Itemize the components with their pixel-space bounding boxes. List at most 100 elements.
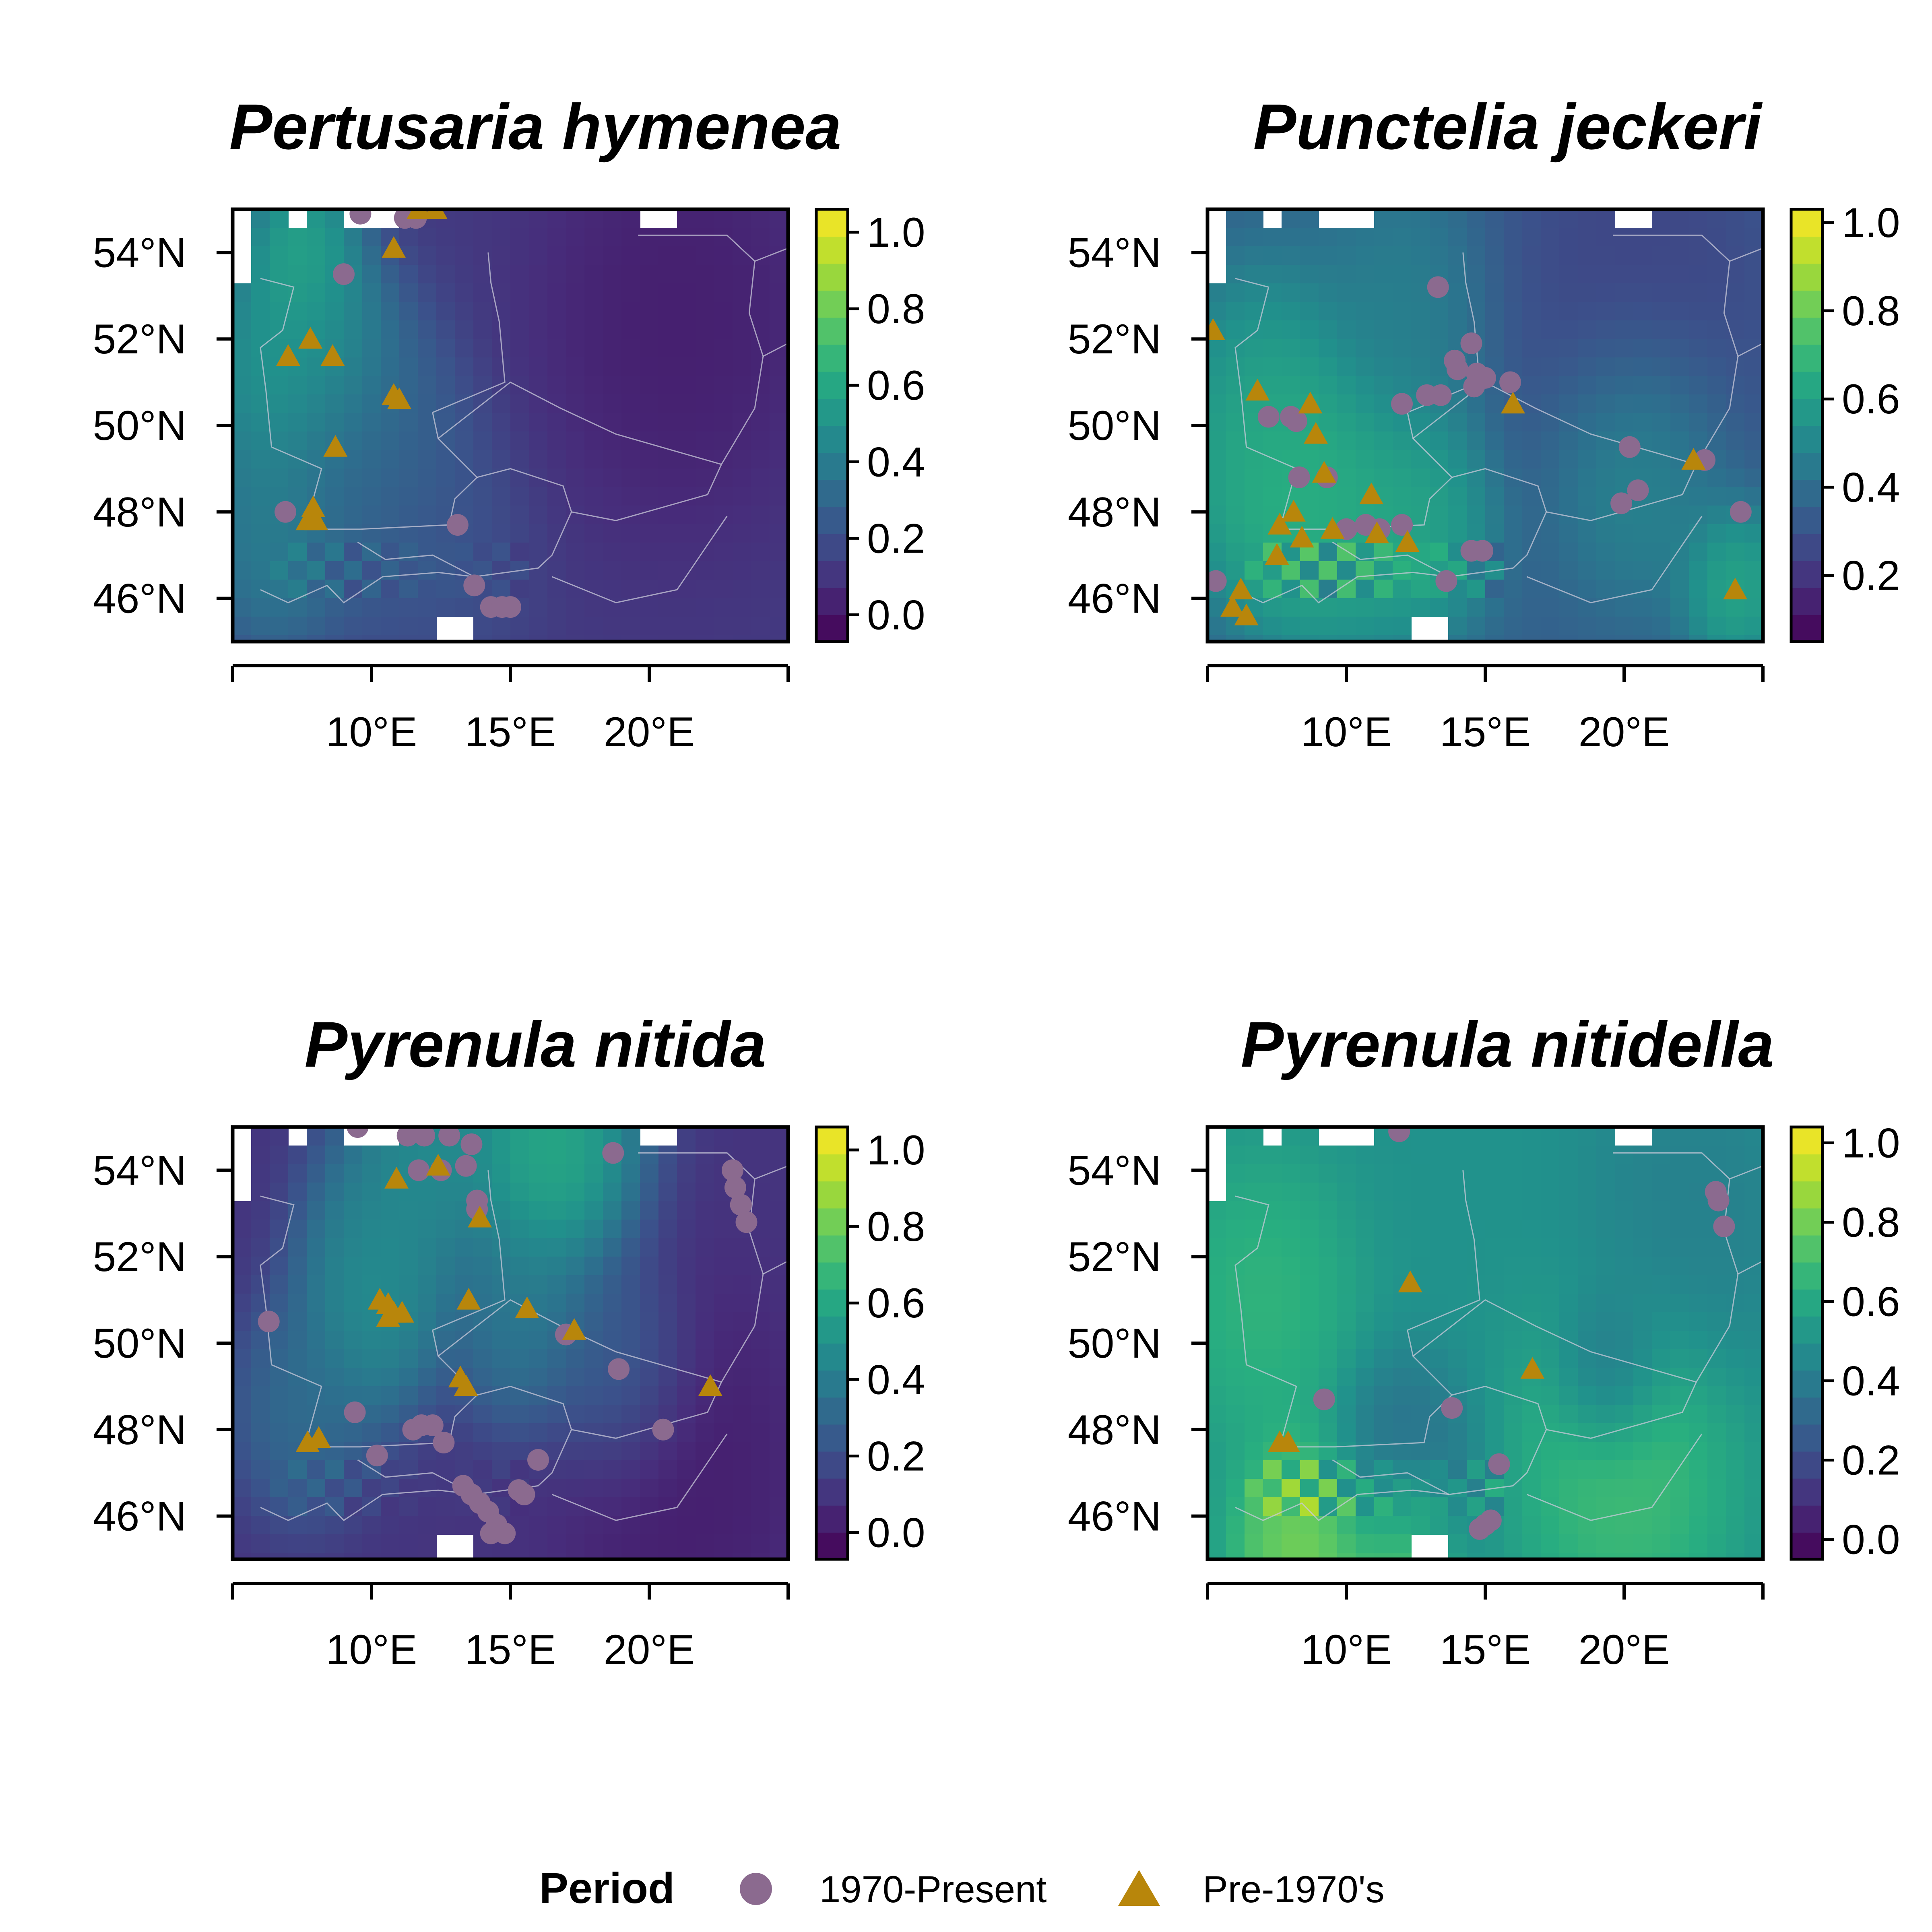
raster-cell xyxy=(1208,376,1226,395)
raster-cell xyxy=(1356,265,1375,284)
raster-cell xyxy=(529,394,548,413)
raster-cell xyxy=(492,357,511,376)
raster-cell xyxy=(677,209,696,228)
raster-cell xyxy=(1448,1238,1467,1257)
raster-cell xyxy=(1541,413,1560,432)
occurrence-1970-present xyxy=(438,1127,460,1147)
colorbar-band xyxy=(1791,506,1823,534)
raster-cell xyxy=(492,561,511,580)
raster-cell xyxy=(1226,1127,1245,1146)
occurrence-1970-present xyxy=(1391,393,1413,415)
raster-cell xyxy=(1689,1405,1708,1424)
colorbar-band xyxy=(1791,1424,1823,1452)
raster-cell xyxy=(492,376,511,395)
country-border xyxy=(571,464,722,521)
raster-cell xyxy=(677,1201,696,1220)
country-border xyxy=(754,1165,788,1180)
raster-cell xyxy=(270,1331,289,1350)
raster-cell xyxy=(1319,1312,1338,1331)
raster-cell xyxy=(381,1423,400,1442)
raster-cell xyxy=(473,1460,492,1479)
raster-cell xyxy=(1226,487,1245,506)
raster-cell xyxy=(381,1220,400,1238)
raster-cell xyxy=(325,1164,344,1183)
raster-cell xyxy=(640,1442,659,1461)
raster-cell xyxy=(1356,1405,1375,1424)
raster-cell xyxy=(1689,1275,1708,1294)
raster-cell xyxy=(1448,524,1467,543)
raster-cell xyxy=(1578,561,1597,580)
raster-cell xyxy=(1245,1257,1263,1276)
raster-cell xyxy=(1559,302,1578,321)
raster-cell xyxy=(1485,1368,1504,1387)
colorbar-frame xyxy=(815,208,849,643)
raster-cell xyxy=(1522,1183,1541,1201)
raster-cell xyxy=(1522,1534,1541,1553)
colorbar-band xyxy=(816,1181,848,1209)
raster-cell xyxy=(640,598,659,617)
raster-cell xyxy=(399,1534,418,1553)
raster-cell xyxy=(1411,320,1430,339)
raster-cell xyxy=(418,320,437,339)
raster-cell xyxy=(307,1386,326,1405)
raster-cell xyxy=(733,1516,751,1535)
raster-cell xyxy=(1578,487,1597,506)
occurrence-1970-present xyxy=(1288,466,1310,488)
raster-cell xyxy=(1504,413,1523,432)
colorbar-band xyxy=(1791,371,1823,399)
raster-cell xyxy=(1208,524,1226,543)
raster-cell xyxy=(566,228,585,247)
raster-cell xyxy=(418,1201,437,1220)
raster-cell xyxy=(1559,394,1578,413)
raster-cell xyxy=(658,1164,677,1183)
raster-cell xyxy=(1504,1127,1523,1146)
raster-cell xyxy=(1726,635,1745,642)
raster-cell xyxy=(1374,1516,1393,1535)
raster-cell xyxy=(696,561,714,580)
raster-cell xyxy=(640,1553,659,1559)
raster-cell xyxy=(1689,561,1708,580)
raster-cell xyxy=(751,450,770,469)
colorbar-band xyxy=(816,263,848,291)
raster-cell xyxy=(1689,617,1708,636)
occurrence-pre-1970 xyxy=(1304,422,1328,444)
raster-cell xyxy=(770,1275,788,1294)
raster-cell xyxy=(751,1349,770,1368)
raster-cell xyxy=(436,246,455,265)
raster-cell xyxy=(307,394,326,413)
raster-cell xyxy=(492,1349,511,1368)
raster-cell xyxy=(770,543,788,561)
country-border xyxy=(551,1433,728,1521)
raster-cell xyxy=(1689,469,1708,487)
raster-cell xyxy=(1411,1164,1430,1183)
raster-cell xyxy=(621,1479,640,1498)
raster-cell xyxy=(510,1257,529,1276)
raster-cell xyxy=(1411,1497,1430,1516)
raster-cell xyxy=(770,283,788,302)
raster-cell xyxy=(418,1275,437,1294)
raster-cell xyxy=(1467,1164,1486,1183)
raster-cell xyxy=(1744,469,1763,487)
raster-cell xyxy=(714,1257,733,1276)
raster-cell xyxy=(307,376,326,395)
raster-cell xyxy=(492,1220,511,1238)
raster-cell xyxy=(436,561,455,580)
raster-cell xyxy=(381,339,400,358)
raster-cell xyxy=(1578,617,1597,636)
raster-cell xyxy=(770,487,788,506)
occurrence-1970-present xyxy=(1730,501,1752,523)
raster-cell xyxy=(1689,1238,1708,1257)
raster-cell xyxy=(658,487,677,506)
raster-cell xyxy=(696,1312,714,1331)
raster-cell xyxy=(658,1516,677,1535)
raster-cell xyxy=(1615,1183,1634,1201)
raster-cell xyxy=(584,1516,603,1535)
country-border xyxy=(754,248,788,262)
raster-cell xyxy=(381,635,400,642)
raster-cell xyxy=(1337,1368,1356,1387)
raster-cell xyxy=(270,1164,289,1183)
raster-cell xyxy=(1689,598,1708,617)
raster-cell xyxy=(1652,1386,1671,1405)
raster-cell xyxy=(251,1220,270,1238)
raster-cell xyxy=(344,1423,363,1442)
